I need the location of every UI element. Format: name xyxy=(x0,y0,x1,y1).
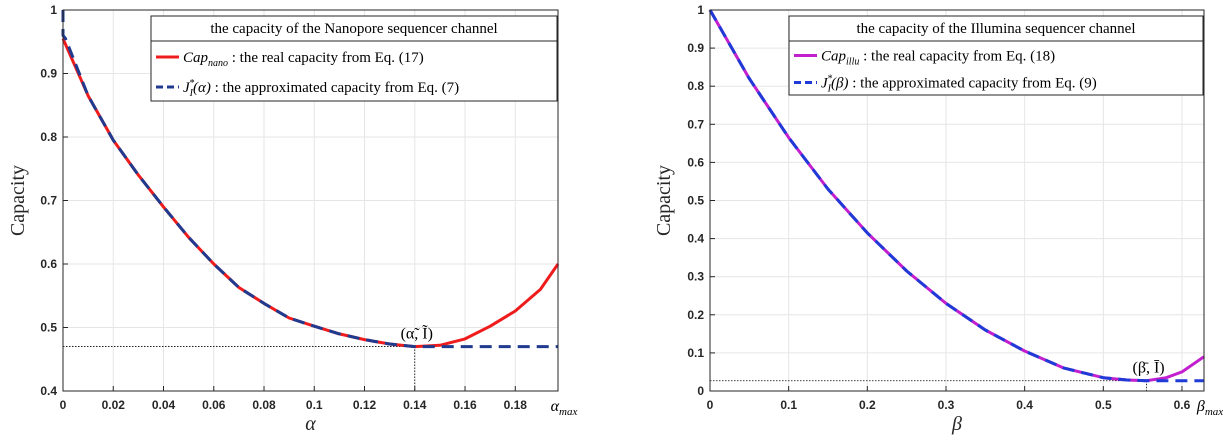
x-tick-label: 0.14 xyxy=(403,398,427,412)
legend: the capacity of the Nanopore sequencer c… xyxy=(150,15,558,102)
series-line-2 xyxy=(708,9,1204,383)
y-tick-label: 0.5 xyxy=(40,321,57,335)
x-tick-label: 0.1 xyxy=(306,398,323,412)
x-tick-label: 0.18 xyxy=(504,398,528,412)
x-tick-label: 0.1 xyxy=(780,398,797,412)
x-max-label: βmax xyxy=(1196,398,1223,418)
x-tick-label: 0.12 xyxy=(353,398,377,412)
x-tick-label: 0.5 xyxy=(1095,398,1112,412)
y-tick-label: 0 xyxy=(697,384,704,398)
y-tick-label: 0.7 xyxy=(40,194,57,208)
x-tick-label: 0.6 xyxy=(1174,398,1191,412)
x-tick-label: 0.3 xyxy=(938,398,955,412)
y-tick-label: 1 xyxy=(50,3,57,17)
y-tick-label: 0.8 xyxy=(687,79,704,93)
x-tick-label: 0.2 xyxy=(859,398,876,412)
y-tick-label: 0.2 xyxy=(687,308,704,322)
y-tick-label: 0.4 xyxy=(687,232,704,246)
legend-label-1: Capillu : the real capacity from Eq. (18… xyxy=(821,49,1055,68)
y-tick-label: 0.3 xyxy=(687,270,704,284)
chart-panel-1: 0 0.02 0.04 0.06 0.08 0.1 0.12 0.14 0.16 0.18 0.4 0… xyxy=(7,3,577,435)
y-axis-label: Capacity xyxy=(653,165,675,236)
series-line-2 xyxy=(61,10,558,349)
x-tick-label: 0.02 xyxy=(102,398,126,412)
y-tick-label: 0.7 xyxy=(687,117,704,131)
min-annotation: (α̃, Ĩ) xyxy=(401,325,433,343)
reference-lines xyxy=(710,356,1205,391)
legend-label-1: Capnano : the real capacity from Eq. (17… xyxy=(183,50,424,69)
legend-box xyxy=(788,15,1204,96)
x-max-label: αmax xyxy=(551,398,578,418)
x-tick-label: 0.04 xyxy=(152,398,176,412)
x-tick-label: 0 xyxy=(707,398,714,412)
chart-panel-2: 0 0.1 0.2 0.3 0.4 0.5 0.6 0 0.1 0.2 0.3 0.4 0.5 0.6 0.… xyxy=(653,3,1223,435)
y-tick-label: 1 xyxy=(697,3,704,17)
y-axis-label: Capacity xyxy=(7,165,29,236)
x-tick-label: 0.06 xyxy=(202,398,226,412)
legend-label-2: J* I(β) : the approximated capacity from … xyxy=(821,74,1097,95)
x-tick-label: 0.16 xyxy=(453,398,477,412)
min-annotation: (β̄, Ī) xyxy=(1133,360,1165,377)
legend-box xyxy=(150,15,558,102)
x-axis-label: α xyxy=(305,413,316,435)
x-tick-label: 0.4 xyxy=(1016,398,1033,412)
x-tick-label: 0 xyxy=(60,398,67,412)
y-tick-label: 0.4 xyxy=(40,384,57,398)
y-tick-label: 0.8 xyxy=(40,130,57,144)
x-axis-label: β xyxy=(951,413,962,435)
legend-title: the capacity of the Nanopore sequencer c… xyxy=(210,21,497,37)
y-tick-label: 0.9 xyxy=(687,41,704,55)
y-tick-label: 0.6 xyxy=(40,257,57,271)
legend-title: the capacity of the Illumina sequencer c… xyxy=(856,21,1135,37)
legend: the capacity of the Illumina sequencer c… xyxy=(788,15,1204,96)
y-tick-label: 0.1 xyxy=(687,346,704,360)
x-tick-label: 0.08 xyxy=(252,398,276,412)
legend-label-2: J* I(α) : the approximated capacity from … xyxy=(183,78,459,99)
y-tick-label: 0.5 xyxy=(687,194,704,208)
y-tick-label: 0.6 xyxy=(687,155,704,169)
y-tick-label: 0.9 xyxy=(40,67,57,81)
